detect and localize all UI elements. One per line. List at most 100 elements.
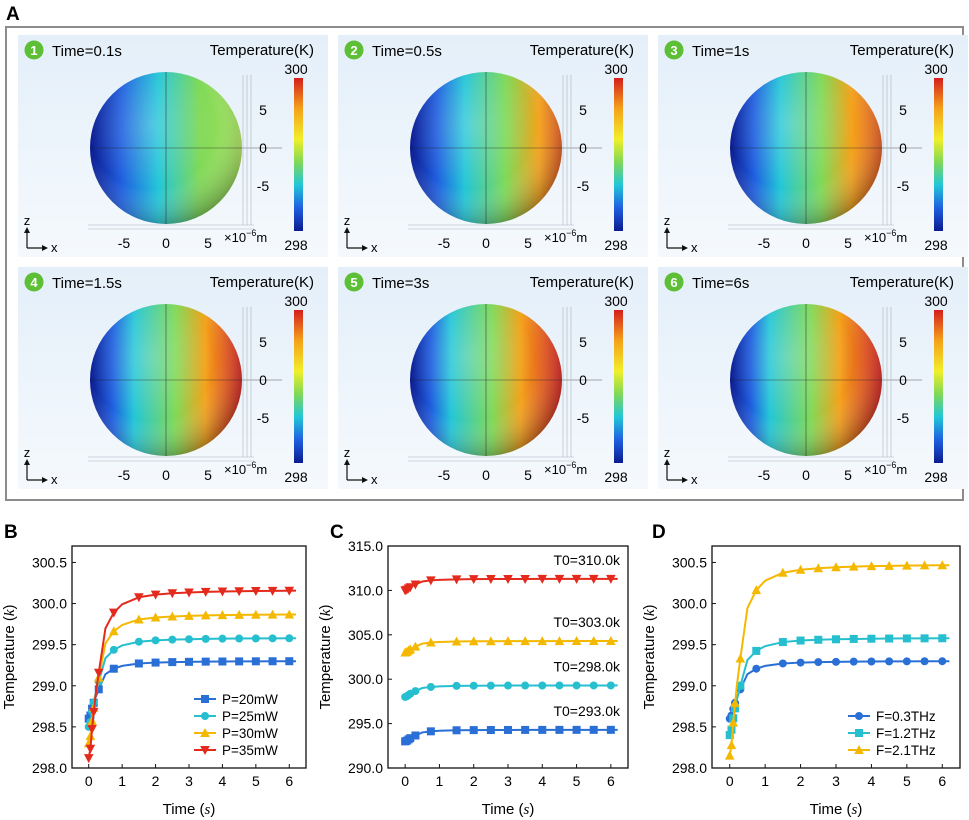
y-tick-label: -5 [897, 178, 910, 194]
x-tick-label: 5 [524, 467, 532, 483]
colorbar-max: 300 [284, 61, 308, 77]
frame-time: Time=0.1s [52, 43, 122, 60]
legend-entry: F=0.3THz [848, 709, 936, 724]
data-point [150, 590, 161, 600]
data-point [468, 636, 479, 646]
frame-index-badge [344, 40, 364, 60]
data-point [85, 731, 96, 741]
frame-time: Time=3s [372, 275, 429, 292]
x-tick-label: -5 [118, 467, 131, 483]
x-tick-label: -5 [118, 235, 131, 251]
colorbar-min: 298 [604, 469, 628, 485]
y-axis-label: Temperature (k) [641, 604, 658, 709]
data-point [751, 585, 762, 595]
frame-index: 4 [30, 275, 38, 290]
y-tick-label: 5 [579, 102, 587, 118]
y-tick-label: 300.5 [672, 554, 707, 570]
simulation-grid: 1 Time=0.1s Temperature(K)50-5-5 0 5 ×10−6m30… [18, 35, 968, 489]
y-tick-label: 5 [259, 102, 267, 118]
data-point [520, 636, 530, 646]
data-point [405, 583, 416, 593]
x-tick-label: 0 [401, 773, 409, 789]
x-tick-label: 2 [152, 773, 160, 789]
data-point [93, 668, 104, 678]
colorbar-title: Temperature(K) [850, 42, 954, 59]
charts: 298.0 298.5 299.0 299.5 300.0 300.5 0 1 2 3 4 5 6 Tim… [1, 538, 961, 818]
x-tick-label: 2 [797, 773, 805, 789]
scale-unit-label: ×10−6m [544, 228, 587, 245]
x-tick-label: 5 [573, 773, 581, 789]
frame-index: 2 [350, 43, 357, 58]
data-point [831, 562, 841, 572]
y-tick-label: 0 [899, 372, 907, 388]
data-point [938, 634, 947, 643]
data-point [725, 731, 734, 740]
data-point [849, 657, 858, 666]
x-tick-label: 1 [118, 773, 126, 789]
y-tick-label: 298.5 [32, 719, 67, 735]
x-tick-label: 5 [204, 467, 212, 483]
x-tick-label: -5 [758, 235, 771, 251]
x-tick-label: 0 [162, 235, 170, 251]
y-tick-label: -5 [257, 178, 270, 194]
sim-panel-4: 4 Time=1.5s Temperature(K) 5 0 -5 -5 0 5 ×10−6m 30… [18, 267, 328, 489]
data-point [451, 575, 462, 585]
data-point [537, 574, 548, 584]
series-3 [400, 574, 618, 596]
sim-panel-1: 1 Time=0.1s Temperature(K) 5 0 -5 -5 0 5 ×10−6m 30… [18, 35, 328, 257]
y-tick-label: 299.5 [32, 637, 67, 653]
x-tick-label: -5 [438, 235, 451, 251]
x-tick-label: 4 [538, 773, 546, 789]
colorbar-min: 298 [924, 237, 948, 253]
data-point [87, 725, 97, 735]
frame-time: Time=6s [692, 275, 749, 292]
data-point [251, 586, 261, 596]
series-label: T0=293.0k [553, 703, 621, 719]
data-point [167, 611, 178, 621]
data-point [867, 634, 876, 643]
data-point [726, 740, 737, 750]
legend-marker [201, 695, 209, 703]
data-point [406, 734, 415, 743]
data-point [778, 659, 787, 668]
data-point [201, 634, 210, 643]
data-point [185, 635, 193, 644]
y-tick-label: -5 [257, 410, 270, 426]
triad-x-arrow [42, 477, 48, 483]
colorbar-min: 298 [604, 237, 628, 253]
data-point [606, 636, 616, 646]
legend-marker [200, 728, 210, 737]
data-point [795, 564, 806, 574]
data-point [486, 681, 495, 690]
data-point [184, 610, 194, 620]
triad-x-arrow [682, 477, 688, 483]
data-point [284, 609, 295, 619]
data-point [778, 567, 788, 577]
x-tick-label: 5 [204, 235, 212, 251]
colorbar [934, 310, 943, 463]
legend-label: P=20mW [222, 692, 278, 707]
data-point [109, 664, 118, 673]
legend-marker [201, 712, 209, 720]
y-tick-label: 5 [899, 334, 907, 350]
data-point [919, 560, 930, 570]
data-point [589, 681, 598, 690]
sim-panel-3: 3 Time=1s Temperature(K) 5 0 -5 -5 0 5 ×10−6m 300 2… [658, 35, 968, 257]
colorbar-max: 300 [604, 293, 628, 309]
data-point [538, 725, 547, 734]
x-tick-label: 0 [802, 235, 810, 251]
data-point [885, 634, 894, 643]
data-point [200, 610, 211, 620]
data-point [134, 593, 144, 603]
sim-panel-2: 2 Time=0.5s Temperature(K) 5 0 -5 -5 0 5 ×10−6m 30… [338, 35, 648, 257]
data-point [902, 634, 911, 643]
data-point [572, 681, 581, 690]
colorbar-title: Temperature(K) [850, 274, 954, 291]
data-point [606, 574, 616, 584]
y-tick-label: 298.0 [32, 760, 67, 776]
y-tick-label: 300.0 [672, 596, 707, 612]
y-tick-label: 0 [259, 372, 267, 388]
data-point [938, 657, 947, 666]
series-2 [724, 560, 950, 760]
legend-label: P=35mW [222, 743, 278, 758]
